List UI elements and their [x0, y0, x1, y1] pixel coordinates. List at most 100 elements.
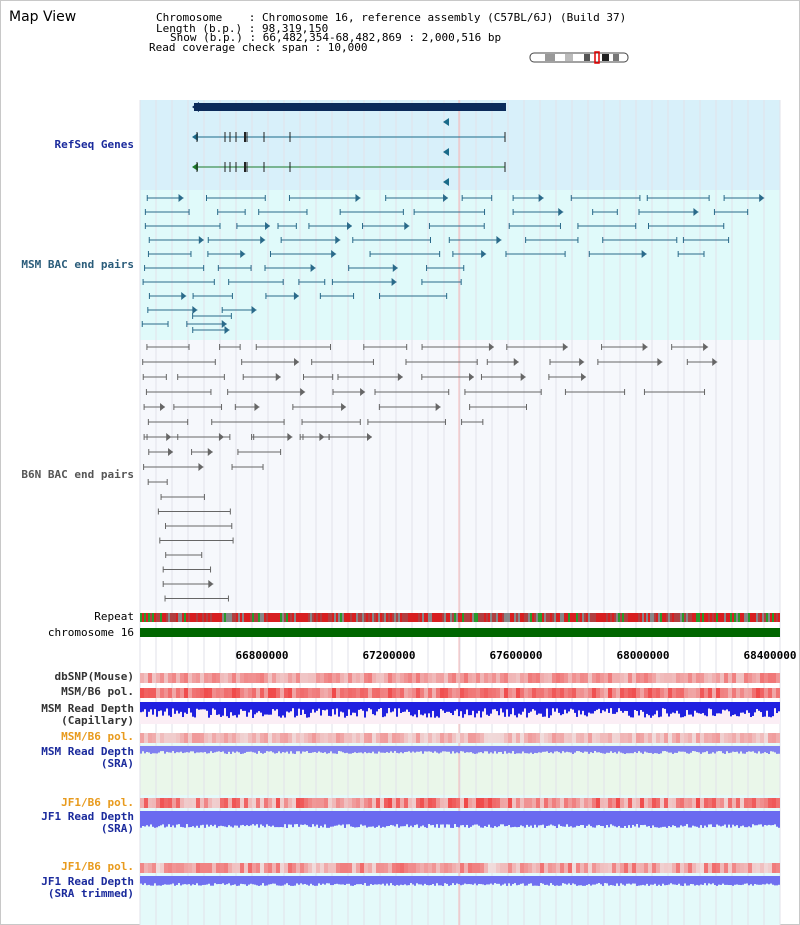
depth-bar	[596, 746, 598, 753]
heat-cell	[592, 673, 596, 683]
dbsnp-track[interactable]	[140, 673, 780, 683]
depth-bar	[700, 746, 702, 754]
chromosome-ideogram[interactable]	[529, 51, 629, 64]
b6n-bac-pair-features[interactable]	[142, 343, 718, 602]
depth-bar	[762, 876, 764, 885]
depth-bar	[320, 876, 322, 885]
depth-bar	[638, 746, 640, 752]
heat-cell	[144, 733, 148, 743]
heat-cell	[536, 733, 540, 743]
depth-bar	[760, 876, 762, 885]
heat-cell	[268, 798, 272, 808]
repeat-mark	[600, 613, 602, 622]
msm-b6-pol-track[interactable]	[140, 688, 780, 698]
heat-cell	[720, 798, 724, 808]
depth-bar	[322, 876, 324, 884]
depth-bar	[412, 702, 414, 717]
depth-bar	[162, 746, 164, 752]
heat-cell	[564, 673, 568, 683]
depth-bar	[768, 876, 770, 885]
depth-bar	[514, 746, 516, 754]
heat-cell	[184, 688, 188, 698]
msm-depth-capillary-track[interactable]	[140, 702, 780, 724]
heat-cell	[276, 798, 280, 808]
depth-bar	[678, 811, 680, 828]
heat-cell	[432, 733, 436, 743]
depth-bar	[718, 746, 720, 752]
repeat-mark	[408, 613, 410, 622]
depth-bar	[248, 811, 250, 827]
depth-bar	[628, 811, 630, 826]
depth-bar	[730, 811, 732, 828]
depth-bar	[280, 876, 282, 886]
msm-depth-sra-track[interactable]	[140, 746, 780, 754]
refseq-gene-features[interactable]	[192, 102, 506, 186]
depth-bar	[360, 876, 362, 885]
heat-cell	[768, 688, 772, 698]
depth-bar	[268, 702, 270, 715]
heat-cell	[740, 863, 744, 873]
depth-bar	[286, 876, 288, 884]
heat-cell	[692, 673, 696, 683]
repeat-mark	[162, 613, 164, 622]
depth-bar	[602, 876, 604, 886]
heat-cell	[328, 673, 332, 683]
depth-bar	[730, 746, 732, 753]
jf1-depth-sra-track[interactable]	[140, 811, 780, 828]
depth-bar	[298, 876, 300, 885]
depth-bar	[650, 876, 652, 885]
depth-bar	[480, 746, 482, 753]
heat-cell	[556, 688, 560, 698]
depth-bar	[586, 702, 588, 717]
jf1-b6-pol2-track[interactable]	[140, 863, 780, 873]
repeat-mark	[504, 613, 506, 622]
depth-bar	[370, 876, 372, 885]
depth-bar	[160, 811, 162, 826]
depth-bar	[432, 702, 434, 711]
msm-b6-pol2-track[interactable]	[140, 733, 780, 743]
depth-bar	[504, 811, 506, 827]
msm-bac-pair-features[interactable]	[141, 194, 765, 334]
heat-cell	[584, 673, 588, 683]
depth-bar	[364, 746, 366, 753]
depth-bar	[242, 811, 244, 825]
heat-cell	[144, 688, 148, 698]
depth-bar	[660, 702, 662, 717]
depth-bar	[530, 702, 532, 712]
depth-bar	[692, 876, 694, 885]
heat-cell	[644, 688, 648, 698]
heat-cell	[424, 863, 428, 873]
depth-bar	[326, 876, 328, 884]
depth-bar	[246, 876, 248, 886]
depth-bar	[628, 702, 630, 716]
heat-cell	[412, 863, 416, 873]
repeat-mark	[198, 613, 200, 622]
depth-bar	[344, 811, 346, 828]
depth-bar	[204, 746, 206, 752]
bac-arrow	[642, 343, 648, 351]
depth-bar	[654, 876, 656, 884]
heat-cell	[624, 863, 628, 873]
heat-cell	[436, 673, 440, 683]
depth-bar	[668, 811, 670, 827]
repeat-mark	[736, 613, 738, 622]
heat-cell	[768, 673, 772, 683]
repeat-mark	[722, 613, 724, 622]
depth-bar	[620, 702, 622, 711]
jf1-b6-pol-track[interactable]	[140, 798, 780, 808]
depth-bar	[526, 811, 528, 825]
heat-cell	[416, 688, 420, 698]
depth-bar	[550, 876, 552, 884]
heat-cell	[632, 798, 636, 808]
repeat-track[interactable]	[140, 613, 780, 622]
heat-cell	[584, 688, 588, 698]
heat-cell	[740, 798, 744, 808]
heat-cell	[612, 688, 616, 698]
heat-cell	[304, 798, 308, 808]
depth-bar	[614, 746, 616, 753]
depth-bar	[614, 702, 616, 714]
jf1-depth-trim-track[interactable]	[140, 876, 780, 886]
depth-bar	[632, 811, 634, 825]
repeat-mark	[172, 613, 174, 622]
